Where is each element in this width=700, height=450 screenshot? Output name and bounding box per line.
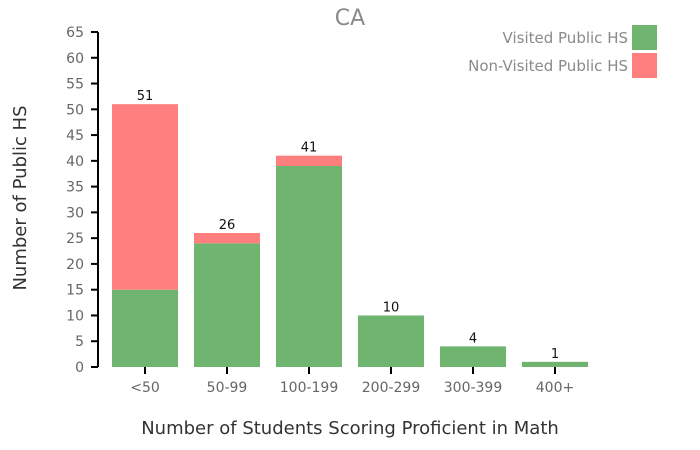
y-axis-label: Number of Public HS xyxy=(10,105,31,290)
bar-total-label: 51 xyxy=(137,89,154,104)
y-tick-label: 45 xyxy=(66,128,84,144)
visited-bar-segment xyxy=(112,289,178,367)
visited-bar-segment xyxy=(194,243,260,367)
nonvisited-bar-segment xyxy=(194,233,260,244)
y-tick-label: 25 xyxy=(66,231,84,247)
chart-title: CA xyxy=(335,6,365,31)
y-tick-label: 60 xyxy=(66,51,84,67)
legend-swatch-visited xyxy=(632,25,657,50)
legend-label-visited: Visited Public HS xyxy=(503,29,628,47)
y-tick-label: 30 xyxy=(66,205,84,221)
y-axis: 0 5 10 15 20 25 30 35 40 45 50 55 60 65 xyxy=(66,25,99,376)
visited-bar-segment xyxy=(522,361,588,367)
y-tick-label: 40 xyxy=(66,154,84,170)
x-tick-label: 200-299 xyxy=(362,380,421,396)
y-tick-label: 5 xyxy=(75,334,84,350)
bar-total-label: 10 xyxy=(383,300,400,315)
y-tick-label: 55 xyxy=(66,77,84,93)
y-tick-label: 50 xyxy=(66,102,84,118)
x-tick-label: <50 xyxy=(130,380,160,396)
bar-total-label: 41 xyxy=(301,141,318,156)
nonvisited-bar-segment xyxy=(276,155,342,166)
y-tick-label: 10 xyxy=(66,308,84,324)
y-tick-label: 65 xyxy=(66,25,84,41)
legend-swatch-nonvisited xyxy=(632,53,657,78)
visited-bar-segment xyxy=(358,315,424,367)
bar-total-label: 1 xyxy=(551,347,559,362)
visited-bar-segment xyxy=(440,346,506,367)
x-tick-label: 100-199 xyxy=(280,380,339,396)
bar-total-label: 26 xyxy=(219,218,236,233)
nonvisited-bar-segment xyxy=(112,104,178,290)
x-tick-label: 300-399 xyxy=(444,380,503,396)
visited-bar-segment xyxy=(276,166,342,367)
y-tick-label: 20 xyxy=(66,257,84,273)
y-tick-label: 0 xyxy=(75,360,84,376)
bars-group xyxy=(112,104,588,367)
bar-total-label: 4 xyxy=(469,331,477,346)
legend-label-nonvisited: Non-Visited Public HS xyxy=(468,57,628,75)
y-tick-label: 15 xyxy=(66,283,84,299)
y-tick-label: 35 xyxy=(66,180,84,196)
x-tick-label: 400+ xyxy=(536,380,574,396)
x-axis: <50 50-99 100-199 200-299 300-399 400+ xyxy=(130,367,574,396)
legend: Visited Public HS Non-Visited Public HS xyxy=(468,25,657,78)
x-axis-label: Number of Students Scoring Proficient in… xyxy=(141,418,559,439)
x-tick-label: 50-99 xyxy=(207,380,248,396)
